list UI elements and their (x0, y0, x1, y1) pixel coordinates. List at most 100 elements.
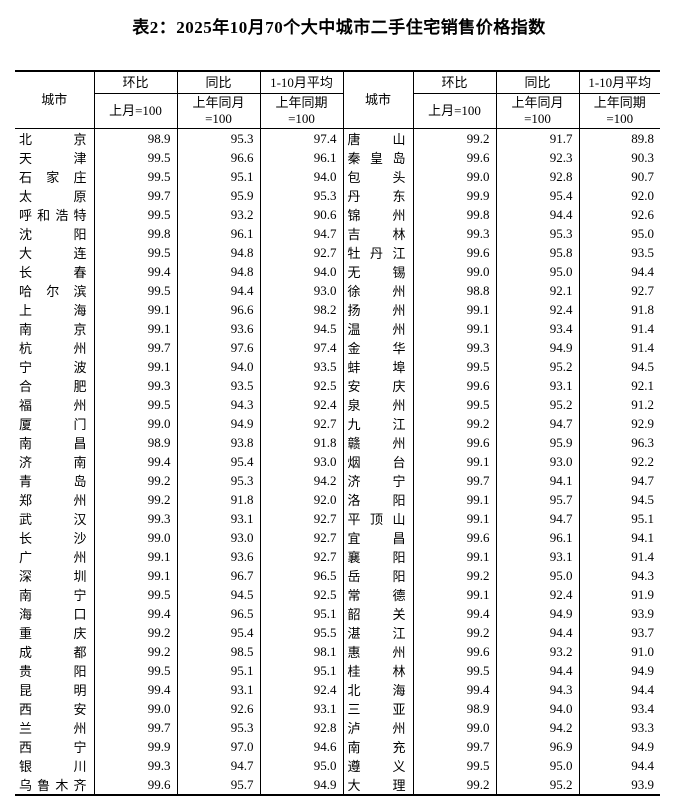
yoy-cell-left: 95.9 (176, 186, 260, 205)
mom-cell-left: 99.2 (93, 623, 177, 642)
yoy-cell-left: 96.1 (176, 224, 260, 243)
avg-cell-right: 93.7 (578, 623, 660, 642)
table-row: 南昌 98.9 93.8 91.8 赣州 99.6 95.9 96.3 (15, 433, 660, 452)
table-row: 天津 99.5 96.6 96.1 秦皇岛 99.6 92.3 90.3 (15, 148, 660, 167)
city-cell-left: 杭州 (19, 341, 87, 356)
yoy-cell-left: 94.5 (176, 585, 260, 604)
avg-cell-right: 94.5 (578, 490, 660, 509)
avg-cell-left: 94.0 (259, 167, 343, 186)
mom-cell-left: 99.2 (93, 642, 177, 661)
city-cell-right: 遵义 (342, 756, 413, 775)
table-row: 西宁 99.9 97.0 94.6 南充 99.7 96.9 94.9 (15, 737, 660, 756)
yoy-cell-right: 95.2 (495, 357, 579, 376)
city-cell-left: 天津 (19, 151, 87, 166)
city-cell-left: 合肥 (19, 379, 87, 394)
city-cell-left: 厦门 (19, 417, 87, 432)
table-row: 南宁 99.5 94.5 92.5 常德 99.1 92.4 91.9 (15, 585, 660, 604)
city-cell-left: 福州 (19, 398, 87, 413)
city-cell-left: 深圳 (19, 569, 87, 584)
yoy-cell-left: 93.6 (176, 319, 260, 338)
avg-cell-left: 92.7 (259, 528, 343, 547)
avg-cell-left: 94.6 (259, 737, 343, 756)
yoy-cell-right: 94.4 (495, 205, 579, 224)
city-cell-right: 丹东 (342, 186, 413, 205)
city-cell-right: 扬州 (342, 300, 413, 319)
city-cell-right: 烟台 (342, 452, 413, 471)
yoy-cell-right: 92.8 (495, 167, 579, 186)
table-row: 深圳 99.1 96.7 96.5 岳阳 99.2 95.0 94.3 (15, 566, 660, 585)
yoy-cell-right: 94.2 (495, 718, 579, 737)
city-cell-right: 泉州 (342, 395, 413, 414)
mom-cell-left: 99.4 (93, 452, 177, 471)
mom-cell-left: 99.0 (93, 699, 177, 718)
mom-cell-left: 99.5 (93, 281, 177, 300)
yoy-cell-right: 96.9 (495, 737, 579, 756)
yoy-cell-right: 91.7 (495, 128, 579, 148)
avg-cell-right: 91.4 (578, 319, 660, 338)
city-cell-right: 秦皇岛 (342, 148, 413, 167)
header-city-right: 城市 (342, 71, 413, 129)
city-cell-right: 平顶山 (342, 509, 413, 528)
yoy-cell-right: 93.1 (495, 547, 579, 566)
yoy-cell-left: 94.9 (176, 414, 260, 433)
table-row: 沈阳 99.8 96.1 94.7 吉林 99.3 95.3 95.0 (15, 224, 660, 243)
yoy-cell-left: 95.3 (176, 718, 260, 737)
city-cell-left: 郑州 (19, 493, 87, 508)
mom-cell-left: 99.1 (93, 566, 177, 585)
yoy-cell-right: 92.1 (495, 281, 579, 300)
avg-cell-left: 92.7 (259, 547, 343, 566)
yoy-cell-right: 95.0 (495, 262, 579, 281)
city-cell-left: 上海 (19, 303, 87, 318)
yoy-cell-right: 95.2 (495, 395, 579, 414)
mom-cell-left: 99.7 (93, 718, 177, 737)
avg-cell-right: 93.3 (578, 718, 660, 737)
city-cell-right: 湛江 (342, 623, 413, 642)
city-cell-left: 重庆 (19, 626, 87, 641)
table-row: 贵阳 99.5 95.1 95.1 桂林 99.5 94.4 94.9 (15, 661, 660, 680)
city-cell-right: 三亚 (342, 699, 413, 718)
header-yoy-right: 同比 (495, 71, 579, 94)
yoy-cell-left: 94.0 (176, 357, 260, 376)
avg-cell-left: 95.5 (259, 623, 343, 642)
header-yoy-left: 同比 (176, 71, 260, 94)
city-cell-left: 西宁 (19, 740, 87, 755)
mom-cell-left: 99.4 (93, 262, 177, 281)
yoy-cell-right: 95.7 (495, 490, 579, 509)
avg-cell-left: 97.4 (259, 128, 343, 148)
yoy-cell-left: 95.3 (176, 128, 260, 148)
mom-cell-left: 99.5 (93, 395, 177, 414)
mom-cell-left: 99.0 (93, 414, 177, 433)
yoy-cell-left: 94.3 (176, 395, 260, 414)
mom-cell-left: 99.5 (93, 205, 177, 224)
city-cell-left: 长春 (19, 265, 87, 280)
yoy-cell-right: 94.9 (495, 604, 579, 623)
mom-cell-left: 99.3 (93, 756, 177, 775)
table-row: 北京 98.9 95.3 97.4 唐山 99.2 91.7 89.8 (15, 128, 660, 148)
yoy-cell-left: 96.6 (176, 148, 260, 167)
yoy-cell-right: 95.0 (495, 566, 579, 585)
avg-cell-left: 92.4 (259, 395, 343, 414)
city-cell-left: 成都 (19, 645, 87, 660)
avg-cell-right: 90.7 (578, 167, 660, 186)
mom-cell-left: 99.1 (93, 357, 177, 376)
city-cell-right: 无锡 (342, 262, 413, 281)
yoy-cell-right: 93.0 (495, 452, 579, 471)
mom-cell-right: 99.6 (412, 528, 496, 547)
yoy-cell-left: 95.7 (176, 775, 260, 795)
yoy-cell-left: 93.6 (176, 547, 260, 566)
city-cell-right: 洛阳 (342, 490, 413, 509)
yoy-cell-right: 94.0 (495, 699, 579, 718)
table-row: 太原 99.7 95.9 95.3 丹东 99.9 95.4 92.0 (15, 186, 660, 205)
avg-cell-right: 91.2 (578, 395, 660, 414)
header-mom-base-left: 上月=100 (93, 93, 177, 129)
avg-cell-left: 92.5 (259, 376, 343, 395)
yoy-cell-right: 94.9 (495, 338, 579, 357)
table-row: 大连 99.5 94.8 92.7 牡丹江 99.6 95.8 93.5 (15, 243, 660, 262)
yoy-cell-right: 92.4 (495, 300, 579, 319)
mom-cell-right: 99.4 (412, 604, 496, 623)
mom-cell-left: 99.3 (93, 509, 177, 528)
city-cell-left: 南京 (19, 322, 87, 337)
mom-cell-right: 99.1 (412, 509, 496, 528)
yoy-cell-right: 95.0 (495, 756, 579, 775)
mom-cell-right: 99.1 (412, 452, 496, 471)
